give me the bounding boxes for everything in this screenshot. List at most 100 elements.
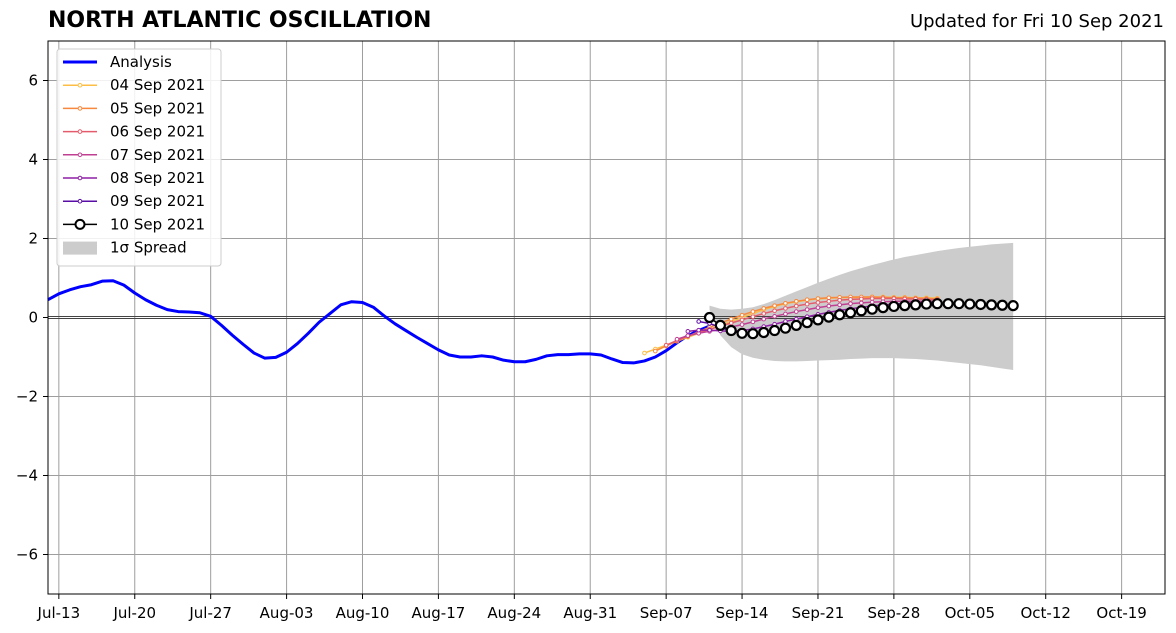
forecast-point [761,316,767,322]
x-tick-label: Jul-13 [37,604,81,622]
x-tick-label: Jul-20 [112,604,156,622]
y-tick-label: 0 [28,309,38,327]
x-tick-label: Jul-27 [188,604,232,622]
forecast-point [728,316,734,322]
forecast-point [826,303,832,309]
legend-entry: 09 Sep 2021 [63,192,205,210]
forecast-point [909,299,922,311]
forecast-point [834,309,846,321]
zero-line-layer [48,316,1165,319]
legend-entry: 07 Sep 2021 [63,146,205,164]
y-tick-label: 2 [28,230,38,248]
forecast-point [804,297,810,303]
forecast-point [815,300,821,305]
legend-label: 06 Sep 2021 [110,123,205,141]
grid-layer [48,41,1165,594]
legend-label: 07 Sep 2021 [110,146,205,164]
forecast-layer [642,294,1019,356]
forecast-point [931,298,943,310]
forecast-point [790,319,802,331]
legend-marker [77,175,83,181]
legend-label: 09 Sep 2021 [110,192,205,210]
forecast-point [779,322,792,334]
forecast-point [837,297,842,303]
legend-entry: 08 Sep 2021 [63,169,205,187]
forecast-point [728,320,734,326]
forecast-point [772,303,777,308]
forecast-point [747,328,759,340]
forecast-point [953,298,965,310]
forecast-point [855,305,867,317]
forecast-point [685,333,691,338]
x-tick-label: Aug-03 [260,604,314,622]
forecast-point [859,300,864,306]
forecast-point [815,305,821,310]
forecast-point [696,319,701,324]
x-tick-label: Oct-12 [1020,604,1070,622]
chart-subtitle: Updated for Fri 10 Sep 2021 [909,11,1164,32]
legend-entry: 05 Sep 2021 [63,99,205,117]
forecast-point [772,308,777,314]
forecast-point [703,311,716,324]
forecast-point [725,324,737,337]
forecast-point [696,327,701,333]
chart-title: NORTH ATLANTIC OSCILLATION [48,8,432,33]
legend-box [56,48,222,267]
legend-entry: Analysis [63,53,172,71]
forecast-point [877,302,889,314]
forecast-point [768,324,781,337]
forecast-point [663,342,669,348]
forecast-point [815,296,821,301]
forecast-point [826,299,832,304]
forecast-point [888,300,900,313]
forecast-point [772,314,777,319]
x-tick-label: Sep-28 [867,604,920,622]
legend-label: 10 Sep 2021 [110,215,205,233]
analysis-line [47,279,711,365]
forecast-point [837,302,842,308]
forecast-point [920,298,933,310]
legend-marker [77,129,83,134]
legend-label: Analysis [110,53,172,71]
legend: Analysis 04 Sep 2021 05 Sep 2021 06 Sep 202… [56,48,222,267]
y-tick-label: −2 [16,388,38,406]
forecast-point [758,326,770,339]
legend-entry: 10 Sep 2021 [63,215,205,233]
forecast-series [663,296,940,348]
forecast-point [707,327,712,333]
forecast-point [739,322,745,327]
forecast-point [793,303,799,309]
x-tick-label: Aug-31 [563,604,617,622]
forecast-point [804,307,810,312]
forecast-point [761,306,767,311]
forecast-point [869,299,875,305]
forecast-point [812,314,824,326]
y-tick-label: −6 [16,546,38,564]
forecast-point [1007,300,1019,312]
forecast-point [985,299,998,311]
legend-swatch [63,241,97,255]
forecast-point [844,307,857,319]
forecast-point [801,317,813,329]
y-tick-label: 4 [28,151,38,169]
forecast-point [642,350,647,356]
forecast-point [848,301,853,306]
legend-marker [77,152,83,158]
forecast-point [653,348,658,354]
legend-label: 05 Sep 2021 [110,99,205,117]
legend-label: 08 Sep 2021 [110,169,205,187]
forecast-point [761,311,767,316]
x-tick-label: Sep-14 [716,604,769,622]
forecast-series [703,298,1019,340]
x-tick-label: Oct-19 [1096,604,1146,622]
x-tick-label: Aug-10 [336,604,390,622]
legend-marker [77,106,83,111]
legend-entry: 1σ Spread [63,239,187,257]
forecast-point [996,299,1008,311]
x-tick-label: Sep-21 [792,604,845,622]
forecast-point [739,312,745,318]
forecast-point [964,298,976,310]
analysis-layer [47,279,711,365]
forecast-point [866,303,878,315]
